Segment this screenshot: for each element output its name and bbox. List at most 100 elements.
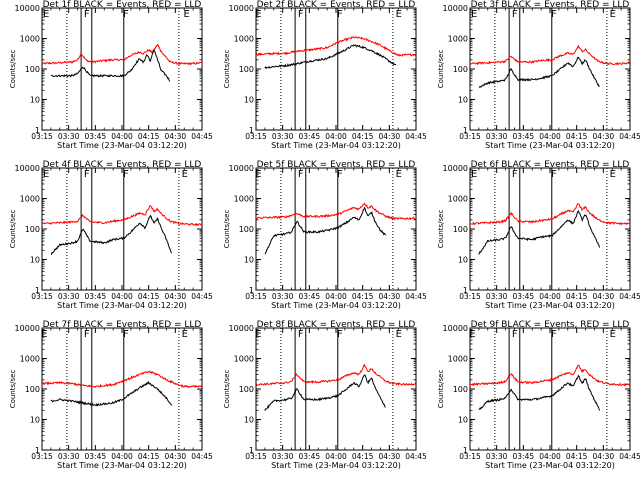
x-tick-label: 03:30 bbox=[272, 452, 294, 461]
x-axis-label: Start Time (23-Mar-04 03:12:20) bbox=[485, 141, 615, 150]
y-axis-label: Counts/sec bbox=[9, 370, 17, 409]
plot-frame bbox=[255, 167, 417, 291]
series-line-lld bbox=[469, 44, 631, 66]
x-tick-label: 04:30 bbox=[165, 292, 187, 301]
y-tick-label: 1000 bbox=[448, 35, 468, 44]
x-tick-label: 04:45 bbox=[191, 292, 213, 301]
x-tick-label: 03:15 bbox=[245, 452, 267, 461]
chart-title: Det 9f BLACK = Events, RED = LLD bbox=[471, 320, 630, 330]
y-tick-label: 100 bbox=[25, 225, 40, 234]
y-tick-label: 10 bbox=[458, 416, 468, 425]
x-tick-label: 04:30 bbox=[379, 452, 401, 461]
x-axis-label: Start Time (23-Mar-04 03:12:20) bbox=[271, 141, 401, 150]
interval-label: E bbox=[182, 329, 188, 340]
x-tick-label: 03:15 bbox=[245, 132, 267, 141]
plot-frame bbox=[469, 327, 631, 451]
x-tick-label: 03:15 bbox=[31, 132, 53, 141]
y-tick-label: 10000 bbox=[15, 4, 40, 13]
y-axis-label: Counts/sec bbox=[437, 210, 445, 249]
y-tick-label: 1 bbox=[249, 446, 254, 455]
y-tick-label: 1000 bbox=[448, 195, 468, 204]
x-axis-label: Start Time (23-Mar-04 03:12:20) bbox=[271, 301, 401, 310]
x-tick-label: 04:15 bbox=[352, 132, 374, 141]
chart-panel-8: Det 8f BLACK = Events, RED = LLD 1 10 100 10… bbox=[223, 320, 427, 470]
x-tick-label: 04:30 bbox=[593, 452, 615, 461]
x-tick-label: 03:45 bbox=[299, 452, 321, 461]
interval-label: E bbox=[43, 169, 49, 180]
y-axis-label: Counts/sec bbox=[9, 50, 17, 89]
y-tick-label: 1000 bbox=[20, 35, 40, 44]
series-line-events bbox=[478, 210, 601, 255]
y-tick-label: 1 bbox=[35, 126, 40, 135]
interval-label: F bbox=[298, 169, 304, 180]
chart-title: Det 2f BLACK = Events, RED = LLD bbox=[257, 0, 416, 10]
interval-label: E bbox=[610, 169, 616, 180]
x-axis-label: Start Time (23-Mar-04 03:12:20) bbox=[57, 141, 187, 150]
x-tick-label: 03:45 bbox=[85, 132, 107, 141]
interval-label: E bbox=[471, 9, 477, 20]
x-tick-label: 03:30 bbox=[486, 292, 508, 301]
x-tick-label: 04:15 bbox=[352, 452, 374, 461]
chart-title: Det 5f BLACK = Events, RED = LLD bbox=[257, 160, 416, 170]
y-tick-label: 1 bbox=[249, 126, 254, 135]
y-tick-label: 100 bbox=[239, 385, 254, 394]
y-tick-label: 1000 bbox=[20, 195, 40, 204]
interval-label: F bbox=[84, 9, 90, 20]
interval-label: F bbox=[551, 169, 557, 180]
chart-panel-4: Det 4f BLACK = Events, RED = LLD 1 10 100 10… bbox=[9, 160, 213, 310]
y-tick-label: 10000 bbox=[229, 324, 254, 333]
chart-title: Det 3f BLACK = Events, RED = LLD bbox=[471, 0, 630, 10]
y-tick-label: 10000 bbox=[15, 164, 40, 173]
x-tick-label: 04:30 bbox=[379, 132, 401, 141]
interval-label: E bbox=[255, 169, 261, 180]
y-tick-label: 100 bbox=[453, 385, 468, 394]
x-tick-label: 04:30 bbox=[165, 132, 187, 141]
x-tick-label: 03:30 bbox=[272, 132, 294, 141]
y-tick-label: 100 bbox=[239, 225, 254, 234]
series-line-events bbox=[264, 374, 386, 411]
x-tick-label: 04:45 bbox=[405, 292, 427, 301]
interval-label: E bbox=[255, 329, 261, 340]
y-tick-label: 10 bbox=[458, 96, 468, 105]
interval-label: F bbox=[84, 329, 90, 340]
y-tick-label: 1 bbox=[463, 126, 468, 135]
y-tick-label: 1000 bbox=[234, 195, 254, 204]
interval-label: E bbox=[610, 329, 616, 340]
y-tick-label: 100 bbox=[453, 225, 468, 234]
x-tick-label: 03:15 bbox=[459, 452, 481, 461]
interval-label: F bbox=[512, 169, 518, 180]
series-line-lld bbox=[469, 203, 631, 226]
y-tick-label: 10 bbox=[30, 96, 40, 105]
x-tick-label: 03:30 bbox=[58, 452, 80, 461]
interval-label: E bbox=[396, 9, 402, 20]
interval-label: F bbox=[337, 169, 343, 180]
x-tick-label: 03:45 bbox=[513, 292, 535, 301]
interval-label: F bbox=[123, 169, 129, 180]
x-axis-label: Start Time (23-Mar-04 03:12:20) bbox=[271, 461, 401, 470]
x-tick-label: 03:30 bbox=[272, 292, 294, 301]
y-tick-label: 10000 bbox=[443, 324, 468, 333]
interval-label: E bbox=[182, 169, 188, 180]
x-axis-label: Start Time (23-Mar-04 03:12:20) bbox=[57, 301, 187, 310]
x-tick-label: 03:45 bbox=[513, 132, 535, 141]
y-tick-label: 10000 bbox=[443, 164, 468, 173]
plot-frame bbox=[41, 167, 203, 291]
x-tick-label: 04:00 bbox=[111, 452, 133, 461]
x-tick-label: 04:30 bbox=[593, 292, 615, 301]
x-tick-label: 03:30 bbox=[486, 452, 508, 461]
series-line-events bbox=[50, 380, 173, 407]
x-tick-label: 04:45 bbox=[405, 132, 427, 141]
y-axis-label: Counts/sec bbox=[9, 210, 17, 249]
y-tick-label: 1 bbox=[463, 286, 468, 295]
plot-frame bbox=[255, 7, 417, 131]
y-tick-label: 1 bbox=[35, 286, 40, 295]
interval-label: F bbox=[551, 9, 557, 20]
plot-frame bbox=[469, 167, 631, 291]
chart-panel-2: Det 2f BLACK = Events, RED = LLD 1 10 100 10… bbox=[223, 0, 427, 150]
x-tick-label: 04:30 bbox=[379, 292, 401, 301]
plot-frame bbox=[41, 327, 203, 451]
y-tick-label: 100 bbox=[239, 65, 254, 74]
y-tick-label: 1000 bbox=[234, 355, 254, 364]
x-tick-label: 03:15 bbox=[459, 292, 481, 301]
y-tick-label: 100 bbox=[25, 65, 40, 74]
